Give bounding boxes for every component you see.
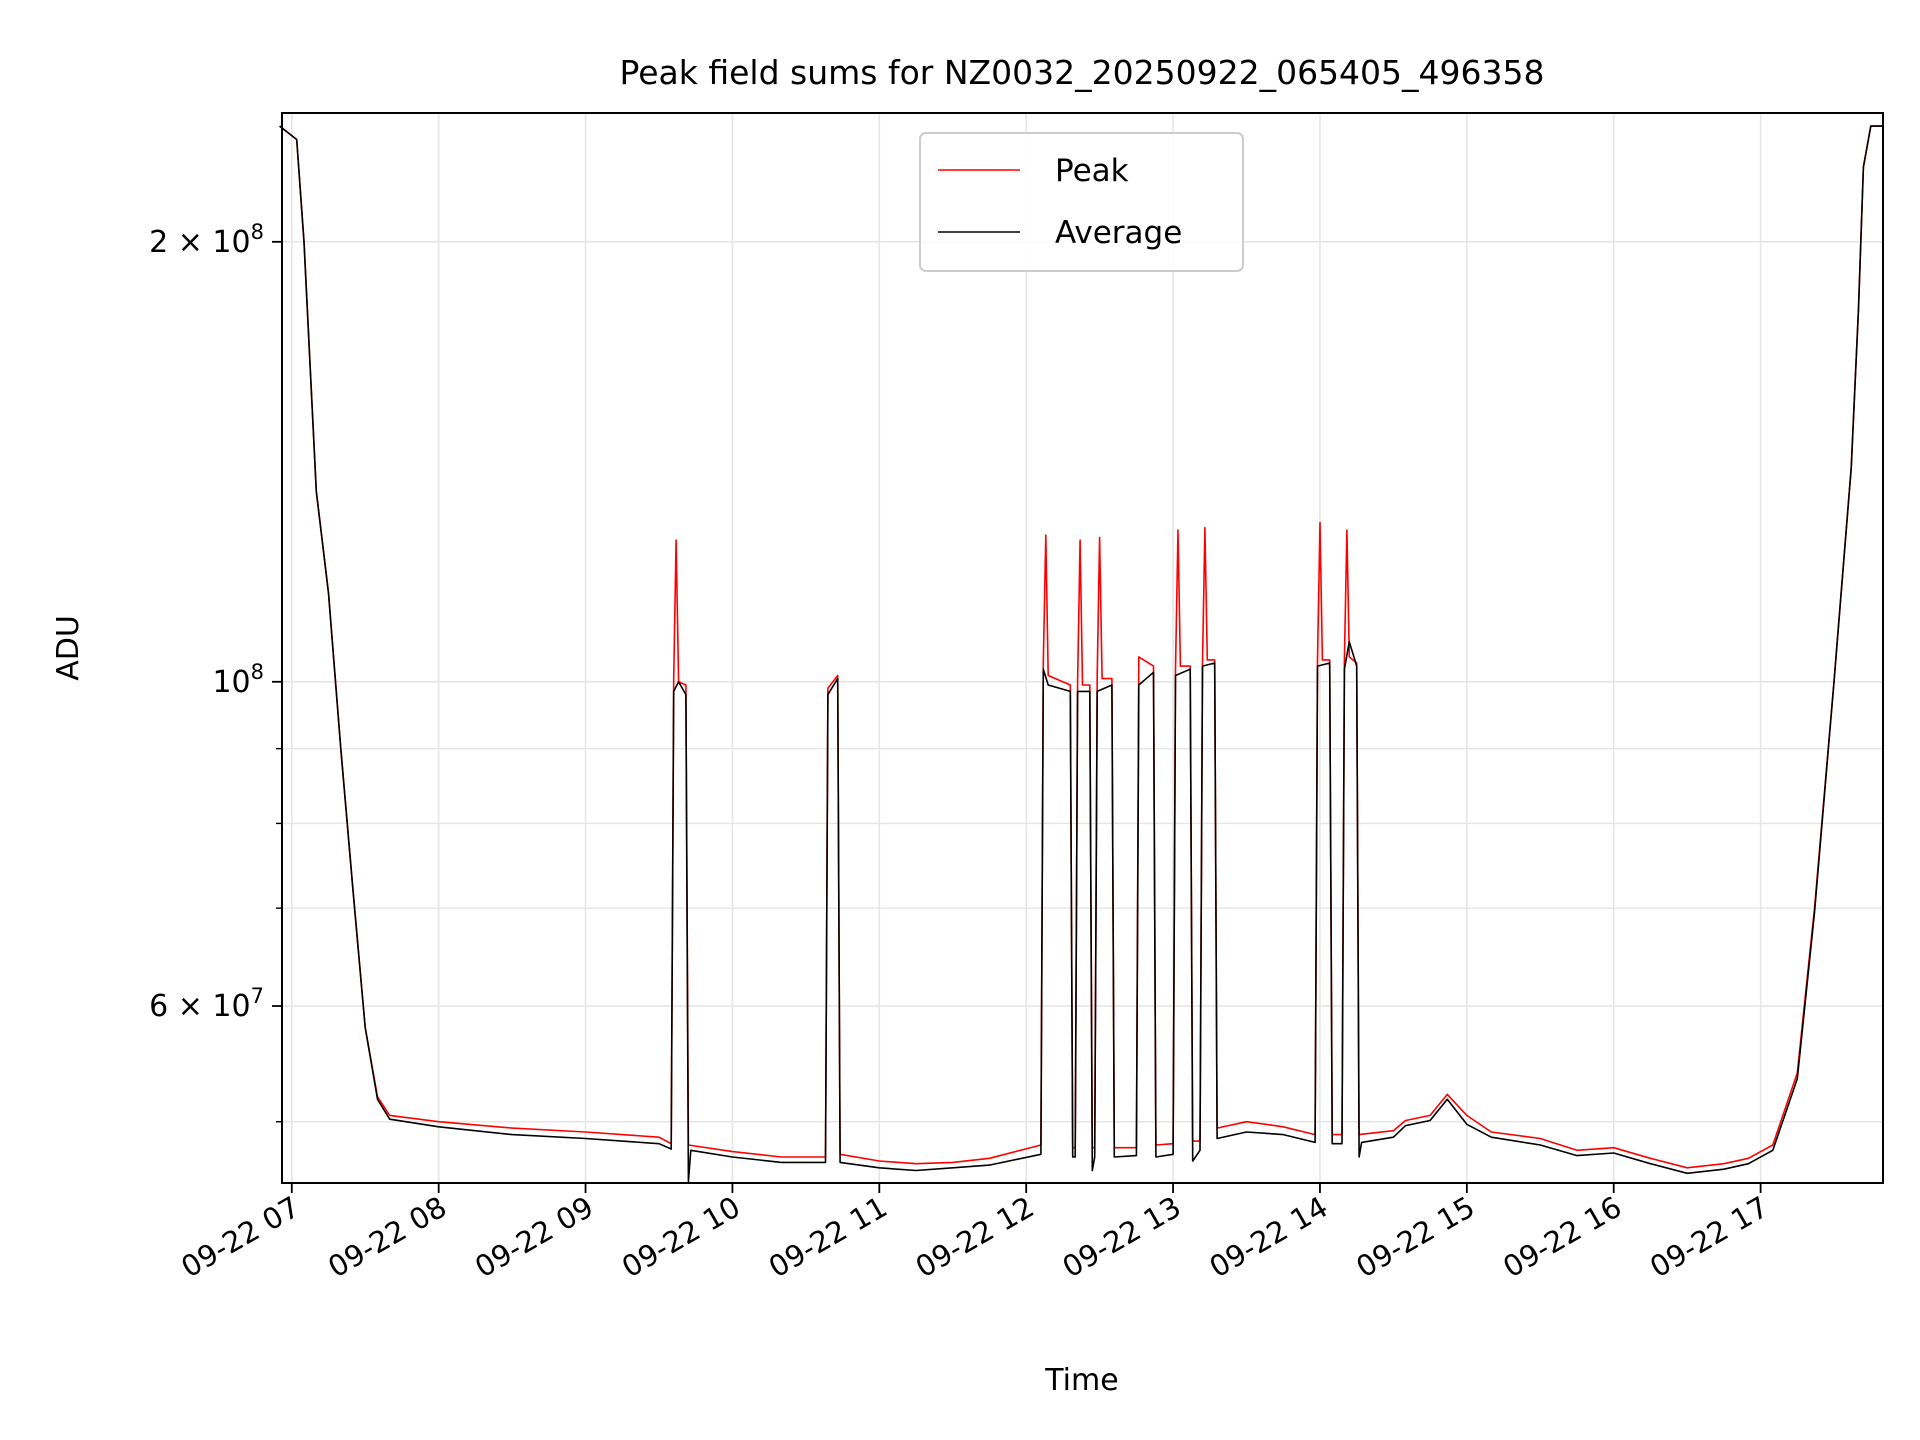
legend-box bbox=[919, 132, 1244, 272]
gridlines bbox=[282, 113, 1883, 1183]
y-tick-label-1: 2 × 108 bbox=[149, 220, 264, 260]
chart-title: Peak field sums for NZ0032_20250922_0654… bbox=[619, 53, 1544, 92]
series-line-average bbox=[279, 125, 1883, 1183]
series-layer bbox=[279, 125, 1883, 1183]
x-axis-label: Time bbox=[1044, 1363, 1118, 1398]
series-line-peak bbox=[279, 125, 1883, 1169]
y-tick-label-2: 6 × 107 bbox=[149, 984, 264, 1024]
y-axis: 108 2 × 108 6 × 107 bbox=[149, 220, 282, 1123]
plot-frame bbox=[281, 112, 1884, 1184]
y-axis-label: ADU bbox=[51, 615, 86, 681]
legend: Peak Average bbox=[919, 132, 1244, 272]
legend-label-peak: Peak bbox=[1055, 153, 1129, 189]
y-tick-label-0: 108 bbox=[212, 660, 264, 700]
legend-label-average: Average bbox=[1055, 215, 1182, 251]
